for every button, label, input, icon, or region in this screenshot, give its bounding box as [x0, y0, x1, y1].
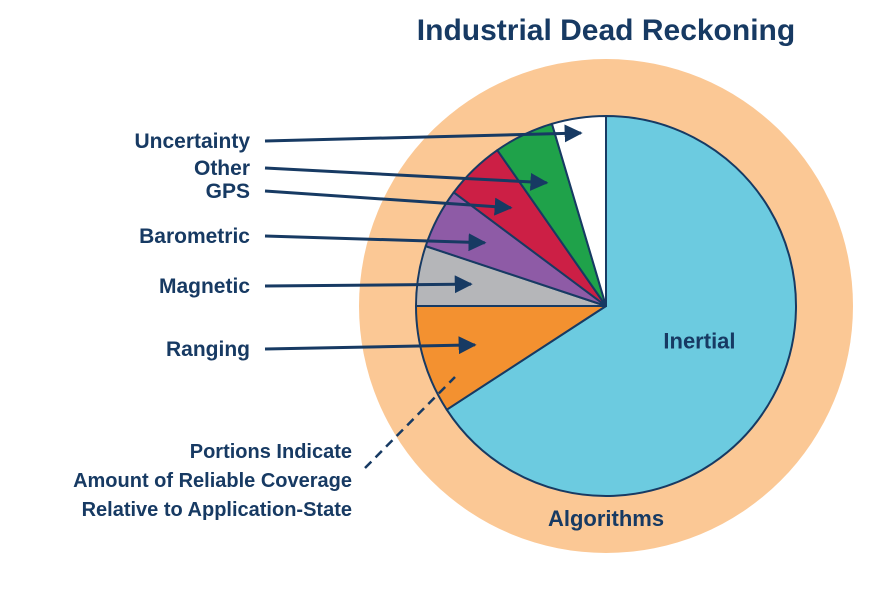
- chart-title: Industrial Dead Reckoning: [417, 14, 795, 47]
- note-line: Amount of Reliable Coverage: [73, 470, 352, 492]
- coverage-note: Portions Indicate Amount of Reliable Cove…: [73, 441, 352, 521]
- note-line: Portions Indicate: [190, 441, 352, 463]
- callout-label-barometric: Barometric: [139, 225, 250, 248]
- pie-slices: Inertial: [415, 115, 797, 497]
- callout-arrow-gps: [264, 189, 513, 216]
- callout-label-uncertainty: Uncertainty: [134, 130, 250, 153]
- slice-label-inertial: Inertial: [663, 328, 735, 353]
- callout-arrow-other: [264, 166, 549, 191]
- callout-label-magnetic: Magnetic: [159, 275, 250, 298]
- callout-arrow-uncertainty: [264, 124, 583, 143]
- callout-arrow-barometric: [264, 233, 487, 252]
- note-line: Relative to Application-State: [82, 499, 352, 521]
- callout-label-other: Other: [194, 157, 250, 180]
- callout-arrow-magnetic: [264, 275, 473, 294]
- slice-inertial: [445, 115, 797, 497]
- ring-label-algorithms: Algorithms: [548, 506, 664, 531]
- callout-label-gps: GPS: [206, 180, 250, 203]
- slice-uncertainty: [550, 115, 607, 307]
- callout-label-ranging: Ranging: [166, 338, 250, 361]
- callout-arrow-ranging: [264, 336, 477, 355]
- note-leader-line: [364, 376, 456, 469]
- slice-ranging: [415, 305, 607, 411]
